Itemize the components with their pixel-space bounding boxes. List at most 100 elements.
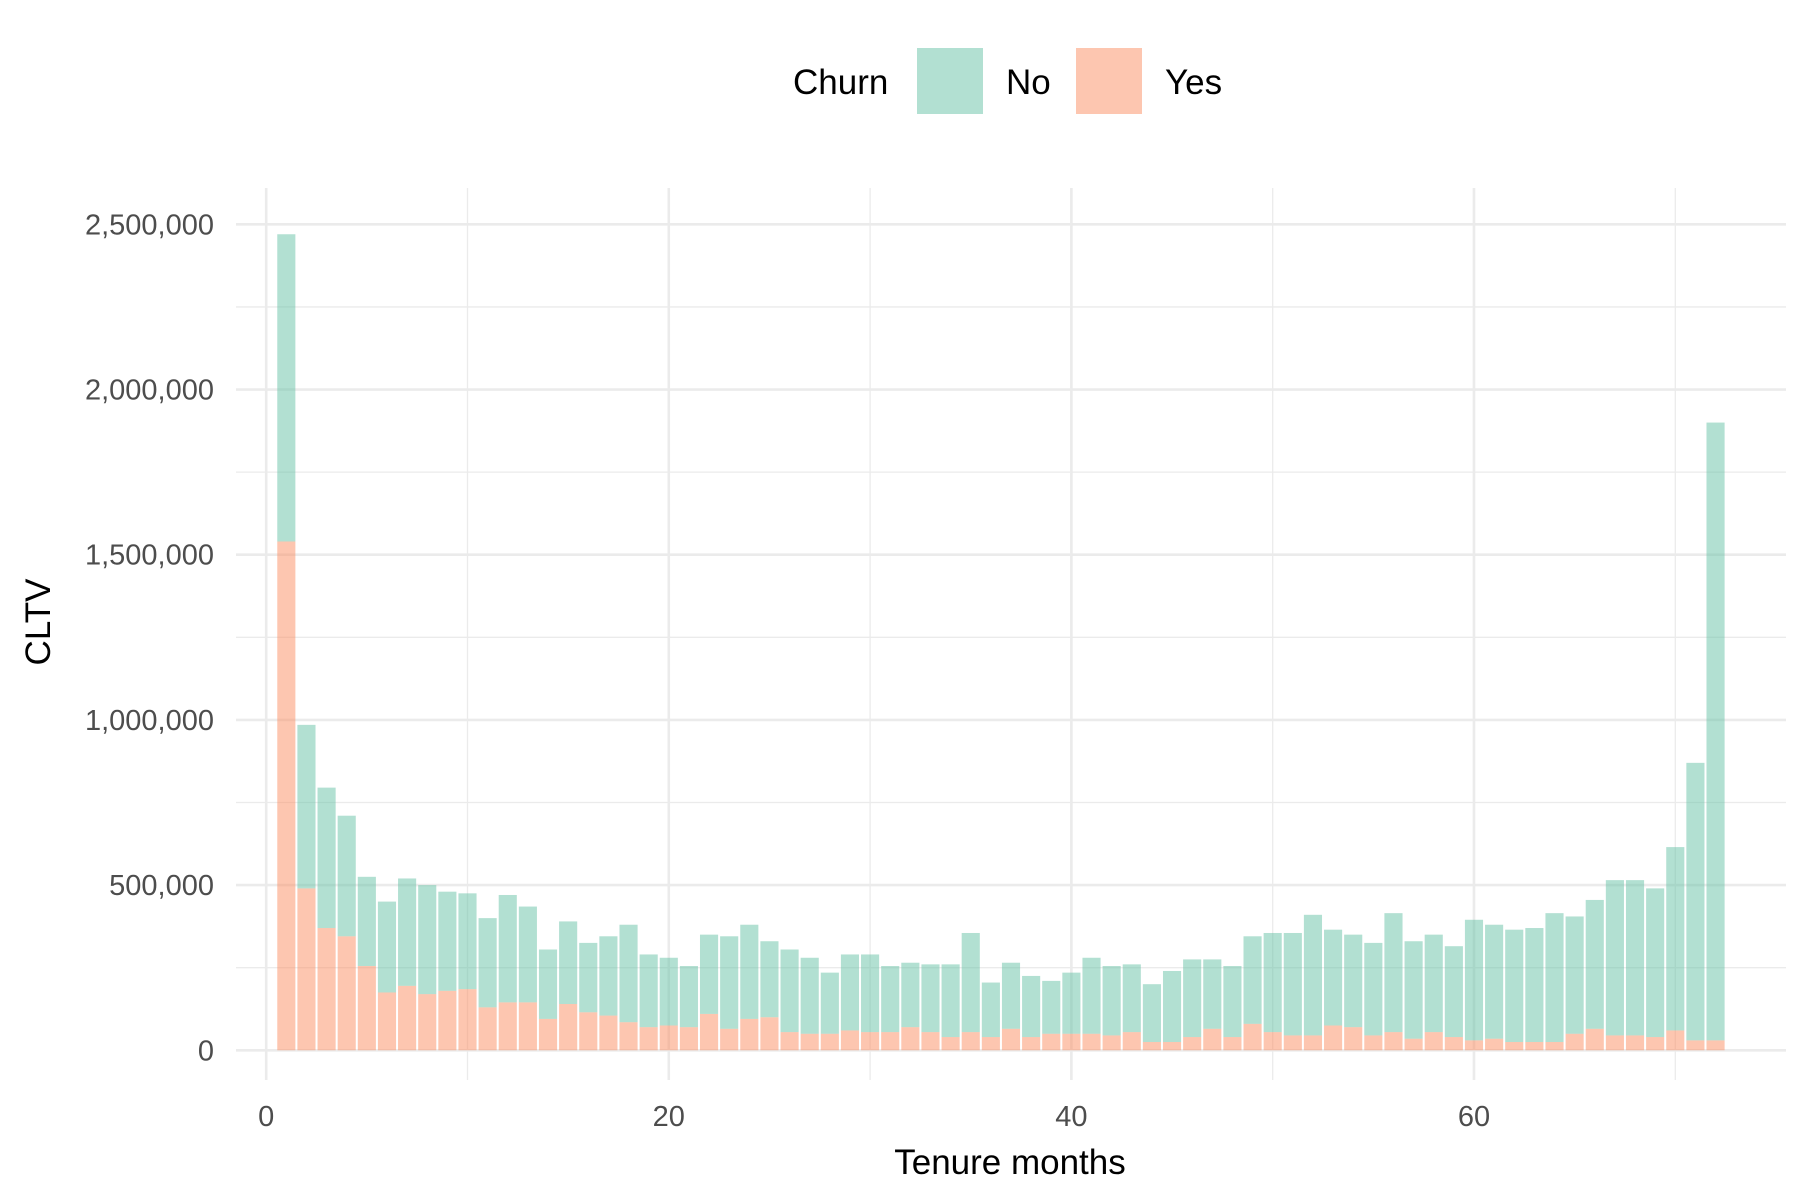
- bar-no: [1424, 934, 1443, 1033]
- bar-no: [357, 876, 376, 967]
- bar-no: [659, 957, 678, 1026]
- bar-yes: [1525, 1042, 1544, 1051]
- y-tick-label: 2,000,000: [85, 375, 214, 407]
- y-axis-title: CLTV: [19, 578, 58, 666]
- bar-yes: [538, 1018, 558, 1051]
- bar-no: [1625, 880, 1645, 1036]
- x-axis-title: Tenure months: [894, 1143, 1126, 1182]
- bar-yes: [941, 1037, 960, 1051]
- bar-no: [297, 724, 316, 889]
- bar-no: [337, 815, 356, 937]
- bar-yes: [881, 1032, 900, 1051]
- bar-yes: [1203, 1028, 1222, 1051]
- bar-no: [1022, 975, 1041, 1038]
- bar-yes: [1646, 1037, 1665, 1051]
- bar-yes: [1364, 1035, 1383, 1051]
- bar-yes: [337, 936, 356, 1051]
- bar-yes: [760, 1017, 779, 1051]
- bar-yes: [579, 1012, 598, 1051]
- bar-yes: [1625, 1035, 1645, 1051]
- legend-label-no: No: [1006, 63, 1051, 102]
- bar-yes: [1404, 1038, 1423, 1051]
- y-axis-ticks: 0 500,000 1,000,000 1,500,000 2,000,000 2,500…: [85, 209, 214, 1067]
- bar-no: [478, 918, 497, 1008]
- bar-no: [418, 885, 437, 995]
- bar-yes: [1545, 1042, 1564, 1051]
- bar-no: [1344, 934, 1363, 1028]
- bar-yes: [1263, 1032, 1282, 1051]
- bar-yes: [1022, 1037, 1041, 1051]
- bar-no: [1102, 966, 1121, 1036]
- bar-no: [1565, 916, 1584, 1034]
- bar-yes: [820, 1033, 839, 1051]
- y-tick-label: 1,500,000: [85, 540, 214, 572]
- y-tick-label: 1,000,000: [85, 705, 214, 737]
- x-tick-label: 0: [258, 1101, 274, 1133]
- bar-no: [518, 906, 537, 1003]
- bar-yes: [1102, 1035, 1121, 1051]
- bar-yes: [377, 992, 397, 1051]
- bar-no: [639, 954, 658, 1028]
- bar-no: [1646, 888, 1665, 1038]
- bar-yes: [981, 1037, 1000, 1051]
- bar-yes: [1324, 1025, 1343, 1051]
- bar-no: [559, 921, 578, 1005]
- bar-no: [1203, 959, 1222, 1029]
- bar-yes: [438, 990, 457, 1051]
- bar-yes: [861, 1032, 880, 1051]
- bar-yes: [1424, 1032, 1443, 1051]
- bar-no: [1384, 913, 1403, 1033]
- bar-yes: [1605, 1035, 1624, 1051]
- bar-no: [538, 949, 558, 1019]
- bar-no: [498, 894, 517, 1003]
- bar-yes: [1706, 1040, 1725, 1051]
- bar-no: [1686, 762, 1705, 1041]
- bar-no: [1505, 929, 1524, 1043]
- bar-yes: [498, 1002, 517, 1051]
- bar-yes: [1183, 1037, 1202, 1051]
- bar-no: [1525, 928, 1544, 1043]
- bar-no: [619, 924, 638, 1023]
- bar-no: [1585, 899, 1604, 1029]
- bar-no: [961, 932, 980, 1033]
- bar-no: [1545, 913, 1564, 1043]
- bar-no: [1666, 847, 1685, 1031]
- bar-no: [1142, 984, 1161, 1043]
- bar-yes: [277, 541, 296, 1051]
- legend: Churn No Yes: [793, 48, 1222, 114]
- bar-yes: [699, 1013, 719, 1051]
- x-tick-label: 60: [1458, 1101, 1490, 1133]
- bar-no: [1001, 962, 1021, 1029]
- bar-yes: [720, 1028, 739, 1051]
- bar-no: [458, 893, 477, 990]
- bar-no: [1162, 970, 1182, 1043]
- bar-no: [1444, 946, 1463, 1038]
- bar-yes: [1384, 1032, 1403, 1051]
- bar-yes: [1062, 1033, 1081, 1051]
- bar-no: [1324, 929, 1343, 1026]
- bar-no: [1183, 959, 1202, 1038]
- bar-no: [1364, 942, 1383, 1036]
- bar-yes: [1686, 1040, 1705, 1051]
- bar-yes: [901, 1027, 920, 1051]
- bar-no: [820, 972, 839, 1034]
- bar-yes: [1485, 1038, 1504, 1051]
- bar-yes: [1122, 1032, 1141, 1051]
- bar-no: [1223, 966, 1242, 1038]
- bar-no: [599, 936, 618, 1016]
- bar-yes: [458, 989, 477, 1051]
- bars: [277, 234, 1725, 1051]
- bar-yes: [418, 994, 437, 1051]
- bar-no: [1283, 932, 1302, 1036]
- bar-no: [1404, 941, 1423, 1039]
- bar-no: [861, 954, 880, 1033]
- bar-no: [760, 941, 779, 1018]
- bar-no: [981, 982, 1000, 1038]
- bar-no: [1605, 880, 1624, 1036]
- bar-yes: [659, 1025, 678, 1051]
- bar-yes: [1464, 1040, 1484, 1051]
- bar-no: [740, 924, 759, 1019]
- legend-swatch-yes: [1076, 48, 1142, 114]
- bar-yes: [1001, 1028, 1021, 1051]
